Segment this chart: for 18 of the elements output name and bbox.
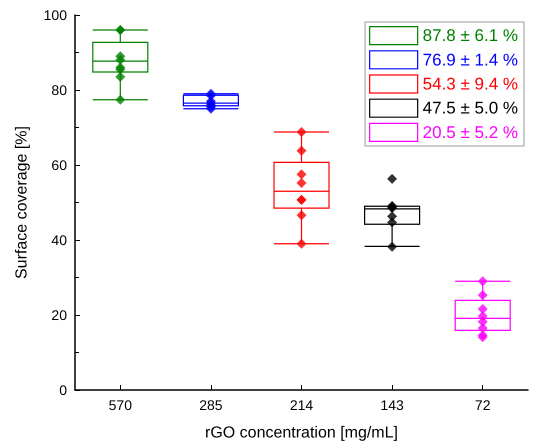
y-tick-label: 80 bbox=[51, 82, 68, 98]
legend-label: 47.5 ± 5.0 % bbox=[422, 98, 518, 118]
legend-label: 54.3 ± 9.4 % bbox=[422, 74, 518, 94]
x-tick-label: 214 bbox=[290, 397, 314, 413]
x-tick-label: 285 bbox=[199, 397, 223, 413]
x-tick-label: 72 bbox=[474, 397, 491, 413]
y-axis-title: Surface coverage [%] bbox=[14, 126, 30, 279]
y-tick-label: 100 bbox=[44, 7, 68, 23]
x-axis-title: rGO concentration [mg/mL] bbox=[205, 424, 398, 442]
y-tick-label: 0 bbox=[59, 382, 68, 398]
y-tick-label: 40 bbox=[51, 232, 68, 248]
legend-label: 87.8 ± 6.1 % bbox=[422, 26, 518, 46]
y-tick-label: 20 bbox=[51, 307, 68, 323]
x-tick-label: 570 bbox=[108, 397, 132, 413]
legend-label: 20.5 ± 5.2 % bbox=[422, 122, 518, 142]
legend-label: 76.9 ± 1.4 % bbox=[422, 50, 518, 70]
x-tick-label: 143 bbox=[380, 397, 404, 413]
y-tick-label: 60 bbox=[51, 157, 68, 173]
